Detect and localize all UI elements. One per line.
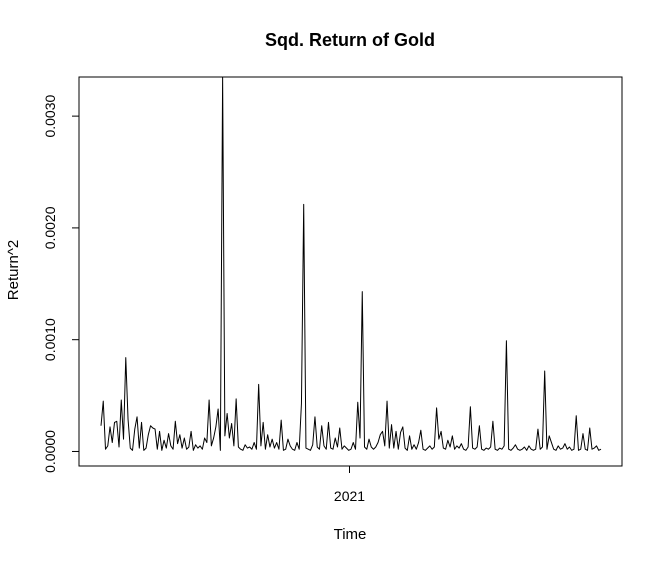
series-line-0 [100, 76, 602, 451]
x-axis: 2021 [334, 466, 365, 504]
y-tick-label: 0.0000 [42, 430, 58, 473]
series-layer [100, 76, 602, 451]
y-axis-label: Return^2 [5, 240, 22, 300]
x-axis-label: Time [334, 526, 367, 543]
y-tick-label: 0.0020 [42, 206, 58, 249]
y-tick-label: 0.0030 [42, 95, 58, 138]
plot-frame [78, 76, 623, 467]
y-axis: 0.0000 0.0010 0.0020 0.0030 [42, 95, 80, 473]
chart-title: Sqd. Return of Gold [265, 30, 435, 50]
y-tick-label: 0.0010 [42, 318, 58, 361]
x-tick-label: 2021 [334, 488, 365, 504]
